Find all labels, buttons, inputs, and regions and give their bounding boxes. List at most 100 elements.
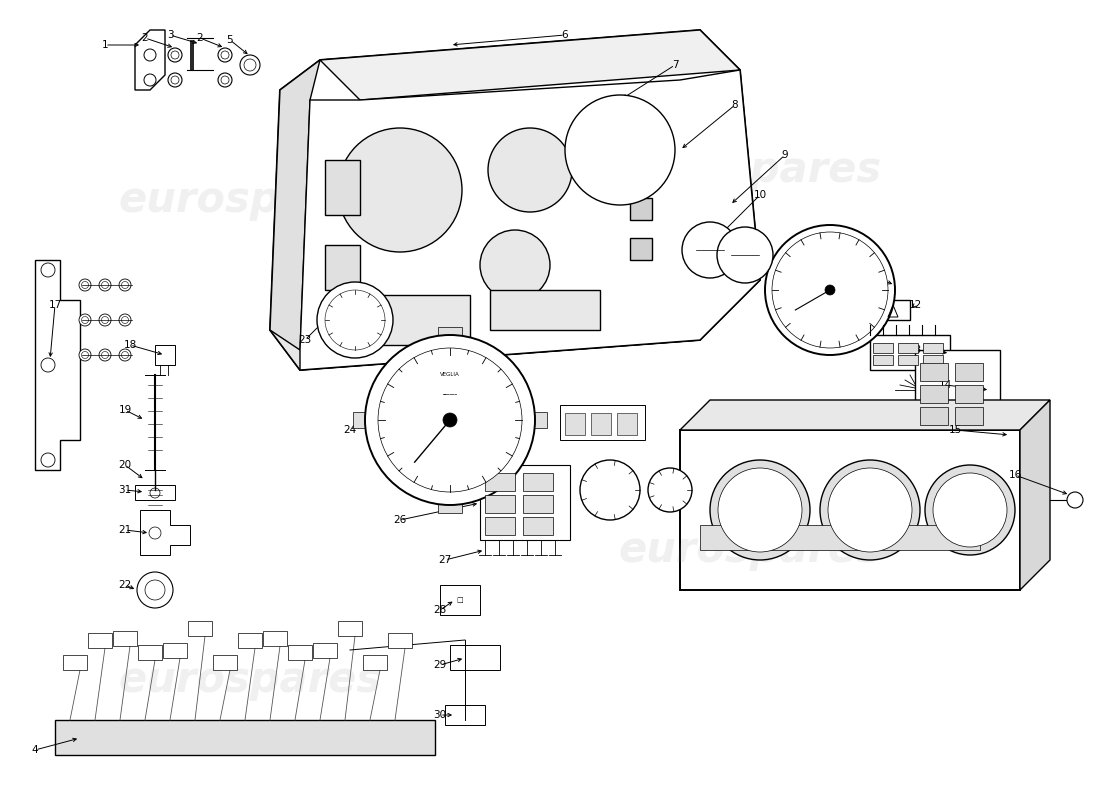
Text: 19: 19 xyxy=(119,405,132,415)
Circle shape xyxy=(144,74,156,86)
Bar xyxy=(955,363,983,381)
Text: 27: 27 xyxy=(439,555,452,565)
Text: 16: 16 xyxy=(1009,470,1022,480)
Circle shape xyxy=(79,279,91,291)
Polygon shape xyxy=(138,645,162,660)
Text: 6: 6 xyxy=(562,30,569,40)
Circle shape xyxy=(119,349,131,361)
Circle shape xyxy=(925,465,1015,555)
Circle shape xyxy=(41,263,55,277)
Bar xyxy=(617,413,637,435)
Text: eurospares: eurospares xyxy=(119,179,382,221)
Text: 15: 15 xyxy=(948,425,961,435)
Circle shape xyxy=(480,230,550,300)
Text: 30: 30 xyxy=(433,710,447,720)
Circle shape xyxy=(240,55,260,75)
Circle shape xyxy=(81,351,88,358)
Text: ──────: ────── xyxy=(442,393,458,397)
Circle shape xyxy=(580,460,640,520)
Bar xyxy=(350,295,470,345)
Circle shape xyxy=(99,314,111,326)
Text: 17: 17 xyxy=(48,300,62,310)
Polygon shape xyxy=(140,510,190,555)
Bar xyxy=(591,413,611,435)
Text: 14: 14 xyxy=(938,380,952,390)
Polygon shape xyxy=(388,633,412,648)
Bar xyxy=(898,343,918,353)
Bar xyxy=(438,497,462,513)
Bar xyxy=(522,495,553,513)
Bar xyxy=(873,355,893,365)
Text: VEGLIA: VEGLIA xyxy=(440,373,460,378)
Polygon shape xyxy=(314,643,337,658)
Circle shape xyxy=(565,95,675,205)
Bar xyxy=(450,645,500,670)
Bar xyxy=(324,160,360,215)
Circle shape xyxy=(144,49,156,61)
Circle shape xyxy=(218,73,232,87)
Bar xyxy=(920,363,948,381)
Circle shape xyxy=(121,282,129,289)
Circle shape xyxy=(443,413,456,427)
Circle shape xyxy=(121,351,129,358)
Circle shape xyxy=(710,460,810,560)
Bar xyxy=(324,245,360,290)
Bar xyxy=(485,473,515,491)
Polygon shape xyxy=(915,350,1000,430)
Polygon shape xyxy=(363,655,387,670)
Circle shape xyxy=(244,59,256,71)
Polygon shape xyxy=(35,260,80,470)
Bar xyxy=(446,705,485,725)
Bar xyxy=(440,585,480,615)
Circle shape xyxy=(825,285,835,295)
Polygon shape xyxy=(270,30,760,370)
Bar xyxy=(630,198,652,220)
Polygon shape xyxy=(270,300,700,370)
Circle shape xyxy=(488,128,572,212)
Polygon shape xyxy=(135,30,165,90)
Circle shape xyxy=(145,580,165,600)
Circle shape xyxy=(365,335,535,505)
Text: 13: 13 xyxy=(909,345,922,355)
Polygon shape xyxy=(288,645,312,660)
Polygon shape xyxy=(680,400,1050,430)
Circle shape xyxy=(378,348,522,492)
Bar xyxy=(55,720,435,755)
Text: 21: 21 xyxy=(119,525,132,535)
Circle shape xyxy=(764,225,895,355)
Bar xyxy=(522,473,553,491)
Text: 28: 28 xyxy=(433,605,447,615)
Text: 31: 31 xyxy=(119,485,132,495)
Polygon shape xyxy=(870,335,950,370)
Text: 12: 12 xyxy=(909,300,922,310)
Circle shape xyxy=(1067,492,1084,508)
Circle shape xyxy=(79,349,91,361)
Bar xyxy=(565,413,585,435)
Circle shape xyxy=(682,222,738,278)
Text: 5: 5 xyxy=(227,35,233,45)
Text: eurospares: eurospares xyxy=(119,659,382,701)
Bar xyxy=(485,517,515,535)
Text: 1: 1 xyxy=(101,40,108,50)
Polygon shape xyxy=(188,621,212,636)
Bar xyxy=(920,385,948,403)
Text: 11: 11 xyxy=(848,265,861,275)
Circle shape xyxy=(99,349,111,361)
Polygon shape xyxy=(263,631,287,646)
Bar xyxy=(923,355,943,365)
Text: 7: 7 xyxy=(672,60,679,70)
Polygon shape xyxy=(1020,400,1050,590)
Circle shape xyxy=(218,48,232,62)
Text: □: □ xyxy=(456,597,463,603)
Bar xyxy=(898,355,918,365)
Circle shape xyxy=(150,488,160,498)
Circle shape xyxy=(221,51,229,59)
Bar xyxy=(955,385,983,403)
Circle shape xyxy=(101,351,109,358)
Circle shape xyxy=(828,468,912,552)
Text: S
WT: S WT xyxy=(404,454,410,462)
Text: 25: 25 xyxy=(378,460,392,470)
Circle shape xyxy=(81,317,88,323)
Polygon shape xyxy=(63,655,87,670)
Circle shape xyxy=(101,282,109,289)
